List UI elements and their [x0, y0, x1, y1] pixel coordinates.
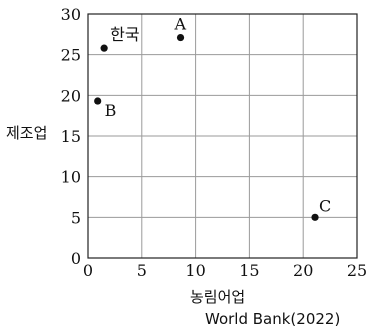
data-point [311, 213, 319, 221]
x-tick-label: 20 [293, 261, 313, 280]
y-tick-label: 5 [71, 208, 81, 227]
x-axis-label: 농림어업 [190, 288, 246, 306]
point-label: C [319, 196, 331, 215]
data-points: 한국 A B C [94, 15, 331, 221]
y-tick-label: 0 [71, 249, 81, 268]
y-tick-label: 25 [61, 46, 81, 65]
x-tick-label: 5 [137, 261, 147, 280]
x-tick-label: 25 [347, 261, 367, 280]
data-point [176, 33, 185, 42]
x-tick-label: 15 [239, 261, 259, 280]
grid [87, 13, 358, 259]
y-tick-label: 20 [61, 86, 81, 105]
source-note: World Bank(2022) [205, 310, 341, 328]
data-point [94, 97, 102, 105]
data-point [100, 44, 108, 52]
x-tick-label: 10 [185, 261, 205, 280]
point-label: B [105, 101, 117, 120]
x-tick-label: 0 [83, 261, 93, 280]
y-tick-label: 10 [61, 168, 81, 187]
y-tick-label: 30 [61, 5, 81, 24]
plot-frame [87, 13, 358, 259]
y-axis-label: 제조업 [6, 124, 48, 142]
y-tick-labels: 0 5 10 15 20 25 30 [61, 5, 81, 268]
x-tick-labels: 0 5 10 15 20 25 [83, 261, 367, 280]
point-label: 한국 [110, 25, 139, 44]
y-tick-label: 15 [61, 127, 81, 146]
point-label: A [174, 15, 187, 34]
